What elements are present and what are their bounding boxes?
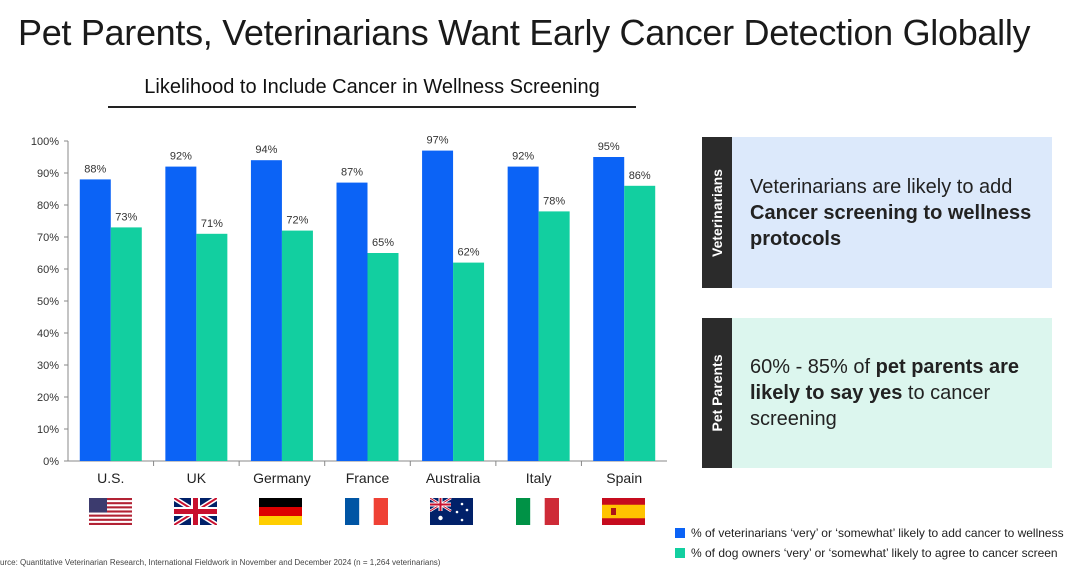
veterinarians-text-plain: Veterinarians are likely to add (750, 175, 1013, 198)
legend-item-dog-owners: % of dog owners ‘very’ or ‘somewhat’ lik… (675, 546, 1058, 560)
y-tick-label: 30% (37, 360, 59, 372)
data-label: 97% (427, 135, 449, 147)
source-note: urce: Quantitative Veterinarian Research… (0, 558, 441, 567)
data-label: 92% (512, 151, 534, 163)
bar-veterinarians (507, 166, 539, 461)
veterinarians-text: Veterinarians are likely to add Cancer s… (750, 174, 1052, 252)
legend-label-dog-owners: % of dog owners ‘very’ or ‘somewhat’ lik… (691, 546, 1058, 560)
bar-dog-owners (281, 230, 313, 461)
legend-swatch-blue (675, 528, 685, 538)
y-tick-label: 10% (37, 424, 59, 436)
bar-dog-owners (196, 233, 228, 461)
legend-label-veterinarians: % of veterinarians ‘very’ or ‘somewhat’ … (691, 526, 1064, 540)
bar-veterinarians (165, 166, 197, 461)
france-flag-icon (345, 498, 388, 525)
y-tick-label: 40% (37, 328, 59, 340)
bar-dog-owners (453, 262, 485, 461)
pet-parents-text-bold: pet parents are likely to say yes (750, 356, 1020, 404)
data-label: 78% (543, 195, 565, 207)
australia-flag-icon (430, 498, 473, 525)
germany-flag-icon (259, 498, 302, 525)
uk-flag-icon (174, 498, 217, 525)
x-tick-label: U.S. (97, 470, 124, 486)
y-tick-label: 100% (31, 136, 59, 148)
veterinarians-tab: Veterinarians (702, 137, 732, 288)
data-label: 88% (84, 163, 106, 175)
legend-swatch-green (675, 548, 685, 558)
x-tick-label: UK (187, 470, 207, 486)
data-label: 92% (170, 151, 192, 163)
x-tick-label: Spain (606, 470, 642, 486)
veterinarians-panel: Veterinarians Veterinarians are likely t… (702, 137, 1052, 288)
bar-dog-owners (538, 211, 570, 461)
data-label: 71% (201, 218, 223, 230)
legend-item-veterinarians: % of veterinarians ‘very’ or ‘somewhat’ … (675, 526, 1064, 540)
bar-veterinarians (593, 157, 625, 461)
bar-chart: 0% 10% 20% 30% 40% 50% 60% 70% 80% 90% 100% U.S. 88%… (31, 135, 667, 486)
veterinarians-text-bold: Cancer screening to wellness protocols (750, 201, 1032, 250)
pet-parents-panel: Pet Parents 60% - 85% of pet parents are… (702, 318, 1052, 468)
pet-parents-text-pre: 60% - 85% of (750, 356, 871, 378)
data-label: 62% (458, 247, 480, 259)
page-title: Pet Parents, Veterinarians Want Early Ca… (18, 12, 1031, 53)
bar-veterinarians (422, 150, 454, 461)
bar-veterinarians (79, 179, 111, 461)
y-tick-label: 80% (37, 200, 59, 212)
pet-parents-text-post: to cancer screening (750, 382, 991, 430)
x-tick-label: France (346, 470, 390, 486)
data-label: 65% (372, 237, 394, 249)
data-label: 94% (255, 144, 277, 156)
pet-parents-tab: Pet Parents (702, 318, 732, 468)
y-tick-label: 0% (43, 456, 59, 468)
veterinarians-tab-label: Veterinarians (709, 168, 725, 257)
italy-flag-icon (516, 498, 559, 525)
bar-dog-owners (624, 185, 656, 462)
us-flag-icon (89, 498, 132, 525)
pet-parents-text: 60% - 85% of pet parents are likely to s… (750, 354, 1052, 432)
y-tick-label: 90% (37, 168, 59, 180)
y-tick-label: 50% (37, 296, 59, 308)
bar-dog-owners (110, 227, 142, 461)
data-label: 95% (598, 141, 620, 153)
pet-parents-tab-label: Pet Parents (709, 354, 725, 432)
data-label: 86% (629, 170, 651, 182)
data-label: 72% (286, 215, 308, 227)
y-tick-label: 20% (37, 392, 59, 404)
title-underline (108, 106, 636, 108)
chart-title: Likelihood to Include Cancer in Wellness… (144, 76, 600, 98)
y-tick-label: 60% (37, 264, 59, 276)
spain-flag-icon (602, 498, 645, 525)
bar-veterinarians (250, 160, 282, 461)
bar-veterinarians (336, 182, 368, 461)
data-label: 87% (341, 167, 363, 179)
x-tick-label: Germany (253, 470, 311, 486)
data-label: 73% (115, 211, 137, 223)
bar-dog-owners (367, 253, 399, 461)
x-tick-label: Italy (526, 470, 552, 486)
y-tick-label: 70% (37, 232, 59, 244)
x-tick-label: Australia (426, 470, 481, 486)
